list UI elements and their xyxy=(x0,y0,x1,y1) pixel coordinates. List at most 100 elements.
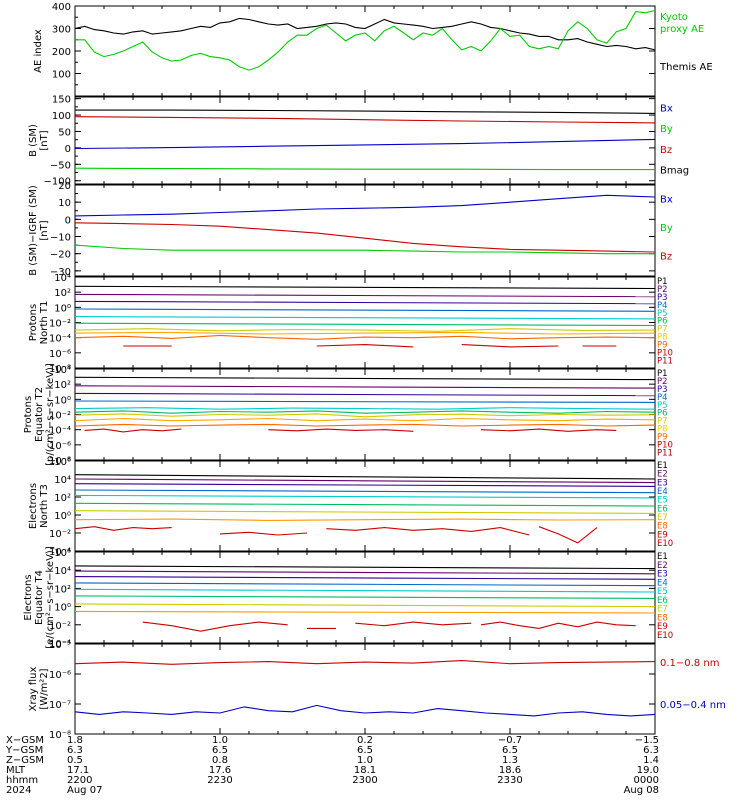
series-line-E3 xyxy=(74,483,656,487)
legend-entry: E1 xyxy=(657,461,668,471)
series-line-bmag xyxy=(75,109,656,114)
panel-electrons_equator: 10⁻⁴ 10⁻² 10⁰ 10² 10⁴ 10⁶ Electrons Equator T4[… xyxy=(23,546,673,650)
legend-entry: Bx xyxy=(660,103,673,114)
series-line-P9 xyxy=(74,423,656,427)
panel-db: −30 −20 −10 0 10 20 B (SM)−IGRF (SM) [nT] Bx By Bz xyxy=(28,181,673,278)
legend-entry: P5 xyxy=(657,401,668,411)
legend-entry: By xyxy=(660,124,673,135)
legend-entry: E2 xyxy=(657,561,668,571)
time-axis-value: 2330 xyxy=(497,775,522,786)
y-axis-title: North T1 xyxy=(39,301,50,345)
time-axis-value: 0.8 xyxy=(212,755,228,766)
y-tick-label: 10⁻⁴ xyxy=(49,547,71,558)
series-line-E2 xyxy=(74,570,656,575)
y-tick-label: 10⁻⁸ xyxy=(49,364,71,375)
legend-entry: Bz xyxy=(660,252,672,263)
legend-entry: P7 xyxy=(657,325,668,335)
time-axis-value: 0000 xyxy=(634,775,659,786)
time-axis-value: 6.3 xyxy=(643,745,659,756)
time-axis-value: 19.0 xyxy=(637,765,659,776)
series-line-short xyxy=(74,704,656,717)
legend-entry: Bx xyxy=(660,195,673,206)
legend-entry: P2 xyxy=(657,377,668,387)
legend-entry: E1 xyxy=(657,552,668,562)
legend-entry: P5 xyxy=(657,309,668,319)
series-line-E8 xyxy=(74,610,656,614)
panel-b: −100 −50 0 50 100 150 B (SM) [nT] Bx By Bz Bmag xyxy=(28,95,689,188)
time-axis-value: 1.8 xyxy=(67,735,83,746)
y-tick-label: 20 xyxy=(58,181,71,192)
time-axis-value: Aug 07 xyxy=(67,785,102,796)
legend-entry: P11 xyxy=(657,356,673,366)
series-line-E4 xyxy=(74,582,656,587)
y-tick-label: 10⁶ xyxy=(54,457,71,468)
y-tick-label: 200 xyxy=(52,47,71,58)
legend-entry: P6 xyxy=(657,317,668,327)
legend-entry: Bz xyxy=(660,145,672,156)
series-line-E8 xyxy=(74,518,656,521)
series-line-E3 xyxy=(74,576,656,580)
time-axis-row-label: hhmm xyxy=(6,775,38,786)
y-axis-title: [W/m²2] xyxy=(39,668,50,709)
y-tick-label: 10⁰ xyxy=(54,303,71,314)
y-tick-label: 10⁻⁶ xyxy=(49,670,71,681)
y-tick-label: −10 xyxy=(50,233,71,244)
legend-entry: 0.1−0.8 nm xyxy=(660,658,719,669)
time-axis-row-label: Z−GSM xyxy=(6,755,44,766)
time-axis-value: 2230 xyxy=(207,775,232,786)
legend-entry: P11 xyxy=(657,448,673,458)
series-line-P10 xyxy=(84,428,617,433)
series-line-themis_ae xyxy=(74,17,656,51)
time-axis-table: X−GSMY−GSMZ−GSMMLThhmm20241.86.30.517.12… xyxy=(5,735,659,796)
y-axis-title: B (SM)−IGRF (SM) xyxy=(28,185,39,276)
panel-frame xyxy=(74,276,656,369)
y-axis-title: AE index xyxy=(33,29,44,73)
series-line-P10 xyxy=(123,344,617,348)
y-tick-label: 10⁰ xyxy=(54,511,71,522)
legend-entry: P1 xyxy=(657,277,668,287)
series-line-P1 xyxy=(74,285,656,290)
time-axis-value: 0.5 xyxy=(67,755,83,766)
time-axis-value: 2200 xyxy=(67,775,92,786)
y-tick-label: 10⁻⁶ xyxy=(49,349,71,360)
series-line-E1 xyxy=(74,565,656,570)
time-axis-value: 6.3 xyxy=(67,745,83,756)
legend-entry: E5 xyxy=(657,587,668,597)
y-axis-title: Equator T4 xyxy=(34,570,45,625)
legend-entry: Kyoto xyxy=(660,12,688,23)
series-line-E6 xyxy=(74,595,656,599)
y-tick-label: 10² xyxy=(54,493,71,504)
time-axis-row-label: 2024 xyxy=(6,785,31,796)
series-line-P8 xyxy=(74,331,656,335)
legend-entry: E4 xyxy=(657,487,668,497)
series-line-kyoto_proxy_ae xyxy=(75,9,656,71)
panel-frame xyxy=(74,184,656,277)
y-axis-title: [e/(cm²−s−sr−keV)] xyxy=(45,546,56,649)
time-axis-value: −1.5 xyxy=(635,735,659,746)
time-axis-value: 2300 xyxy=(352,775,377,786)
series-line-P4 xyxy=(74,308,656,312)
y-tick-label: 10⁰ xyxy=(54,603,71,614)
y-tick-label: 10⁴ xyxy=(54,475,71,486)
y-tick-label: 10² xyxy=(54,288,71,299)
y-tick-label: 150 xyxy=(52,95,71,106)
legend-entry: P8 xyxy=(657,425,668,435)
y-tick-label: 10⁻² xyxy=(49,411,71,422)
legend-entry: E9 xyxy=(657,530,668,540)
legend-entry: P8 xyxy=(657,333,668,343)
y-tick-label: 10⁻² xyxy=(49,319,71,330)
y-tick-label: 10⁰ xyxy=(54,395,71,406)
legend-entry: By xyxy=(660,223,673,234)
y-axis-title: [nT] xyxy=(39,130,50,150)
y-tick-label: 10⁻⁸ xyxy=(49,730,71,741)
y-tick-label: 50 xyxy=(58,127,71,138)
time-axis-value: 1.0 xyxy=(212,735,228,746)
y-tick-label: 10⁻⁴ xyxy=(49,426,71,437)
y-axis-title: [nT] xyxy=(39,220,50,240)
series-line-P2 xyxy=(74,385,656,389)
panel-protons_north: 10⁻⁸ 10⁻⁶ 10⁻⁴ 10⁻² 10⁰ 10² 10⁴ Protons North T1… xyxy=(28,273,673,375)
time-axis-value: 6.5 xyxy=(502,745,518,756)
legend-entry: E10 xyxy=(657,539,673,549)
